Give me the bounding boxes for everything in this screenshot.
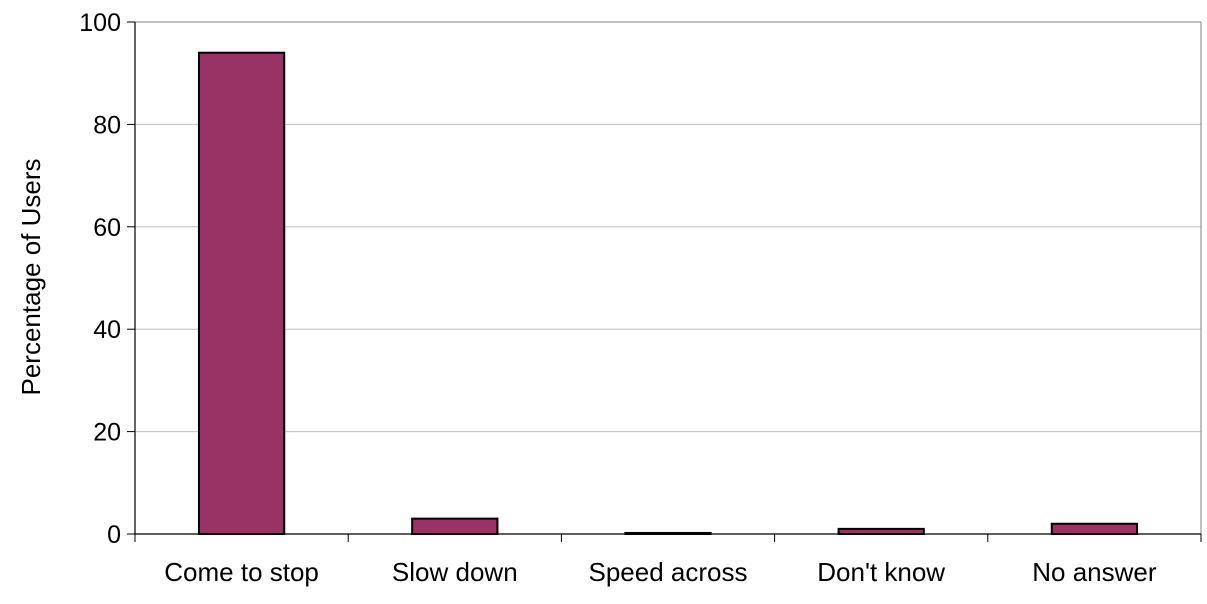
y-tick-label: 0: [107, 521, 121, 549]
bar: [411, 517, 499, 536]
bar: [197, 51, 286, 535]
y-tick-label: 80: [93, 111, 121, 139]
bars: [197, 51, 1139, 536]
x-tick-label: Don't know: [817, 557, 945, 587]
y-tick-label: 20: [93, 419, 121, 447]
bar: [1050, 522, 1139, 536]
y-tick-label: 60: [93, 214, 121, 242]
bar: [837, 527, 925, 536]
y-tick-label: 40: [93, 316, 121, 344]
y-tick-label: 100: [79, 9, 121, 37]
x-tick-label: Speed across: [589, 557, 748, 587]
x-tick-label: Come to stop: [164, 557, 319, 587]
x-tick-label: No answer: [1032, 557, 1157, 587]
gridlines: [135, 21, 1201, 433]
axes: [127, 21, 1202, 542]
x-tick-label: Slow down: [392, 557, 518, 587]
tick-labels: 0 20 40 60 80 100 Come to stop Slow down Speed a…: [79, 9, 1157, 587]
y-axis-title: Percentage of Users: [16, 158, 46, 395]
